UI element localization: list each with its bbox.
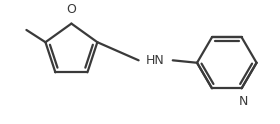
Text: O: O [66, 3, 76, 16]
Text: N: N [238, 95, 248, 108]
Text: HN: HN [146, 54, 165, 67]
